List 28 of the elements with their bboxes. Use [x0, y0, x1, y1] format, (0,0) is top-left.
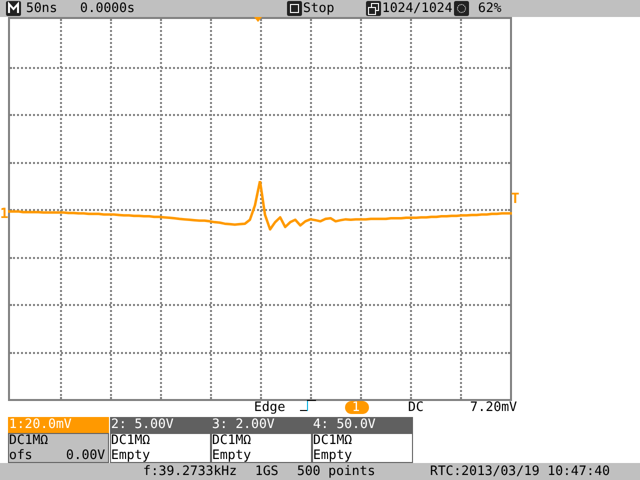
text: ofs	[9, 448, 32, 463]
text: Empty	[111, 448, 150, 463]
text: 1:20.0mV	[9, 417, 72, 432]
text: 0.0000s	[80, 1, 135, 16]
text: f:39.2733kHz	[143, 464, 237, 479]
text: DC1MΩ	[212, 433, 252, 448]
text: DC1MΩ	[111, 433, 150, 448]
text: 1GS	[255, 464, 278, 479]
text: 50ns	[26, 1, 58, 16]
text: Empty	[212, 448, 252, 463]
text: 4: 50.0V	[313, 417, 376, 432]
text: 62%	[478, 1, 502, 16]
annotation: 7.20mV	[470, 400, 517, 415]
text: 0.00V	[66, 448, 106, 463]
text: DC1MΩ	[313, 433, 352, 448]
text: 2: 5.00V	[111, 417, 174, 432]
text: 1024/1024	[382, 1, 452, 16]
text: DC1MΩ	[9, 433, 48, 448]
text: T	[511, 191, 520, 207]
text: 500 points	[297, 464, 376, 479]
annotation: DC	[408, 400, 424, 415]
text: 3: 2.00V	[212, 417, 275, 432]
text: Empty	[313, 448, 352, 463]
text: RTC:2013/03/19 10:47:40	[430, 464, 610, 479]
text: Stop	[303, 1, 334, 16]
text: 1	[0, 206, 8, 222]
annotation: Edge	[254, 400, 286, 415]
annotation: 1	[352, 400, 360, 415]
